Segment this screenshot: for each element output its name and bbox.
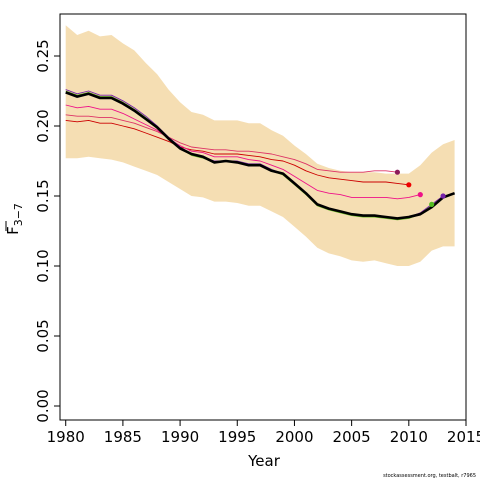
- confidence-band-layer: [65, 25, 455, 267]
- y-tick-label-0.10: 0.10: [34, 249, 52, 282]
- series-line-main: [65, 91, 456, 220]
- y-tick-label-0.15: 0.15: [34, 179, 52, 212]
- series-line-2: [65, 119, 409, 186]
- endpoint-marker-1: [394, 169, 400, 175]
- plot-frame: [59, 13, 467, 421]
- x-tick-label-1995: 1995: [218, 428, 256, 446]
- y-tick-label-0.25: 0.25: [34, 39, 52, 72]
- x-tick-label-1980: 1980: [47, 428, 85, 446]
- y-axis-title: F3−7: [4, 203, 25, 235]
- x-tick-label-1985: 1985: [104, 428, 142, 446]
- series-line-4: [65, 114, 398, 173]
- y-axis-title-sub: 3−7: [12, 203, 25, 226]
- endpoint-layer: [394, 169, 446, 207]
- x-axis-title: Year: [247, 452, 281, 470]
- series-layer: [65, 89, 456, 221]
- x-tick-label-2010: 2010: [390, 428, 428, 446]
- endpoint-marker-4: [429, 201, 435, 207]
- series-line-3: [65, 104, 421, 200]
- y-tick-label-0.20: 0.20: [34, 109, 52, 142]
- endpoint-marker-5: [440, 193, 446, 199]
- x-tick-label-2000: 2000: [275, 428, 313, 446]
- svg-text:F3−7: F3−7: [4, 203, 25, 235]
- confidence-band: [65, 25, 455, 267]
- x-tick-label-2005: 2005: [333, 428, 371, 446]
- x-tick-label-1990: 1990: [161, 428, 199, 446]
- axes-layer: 1980 1985 1990 1995 2000 2005 2010 2015 0.00 0.05…: [34, 13, 480, 446]
- y-tick-label-0.00: 0.00: [34, 389, 52, 422]
- credit-text: stockassessment.org, testbalt, r7965: [383, 473, 476, 479]
- y-tick-label-0.05: 0.05: [34, 319, 52, 352]
- endpoint-marker-2: [406, 182, 412, 188]
- endpoint-marker-3: [417, 192, 423, 198]
- x-tick-label-2015: 2015: [447, 428, 480, 446]
- y-axis-title-main: F: [4, 226, 22, 235]
